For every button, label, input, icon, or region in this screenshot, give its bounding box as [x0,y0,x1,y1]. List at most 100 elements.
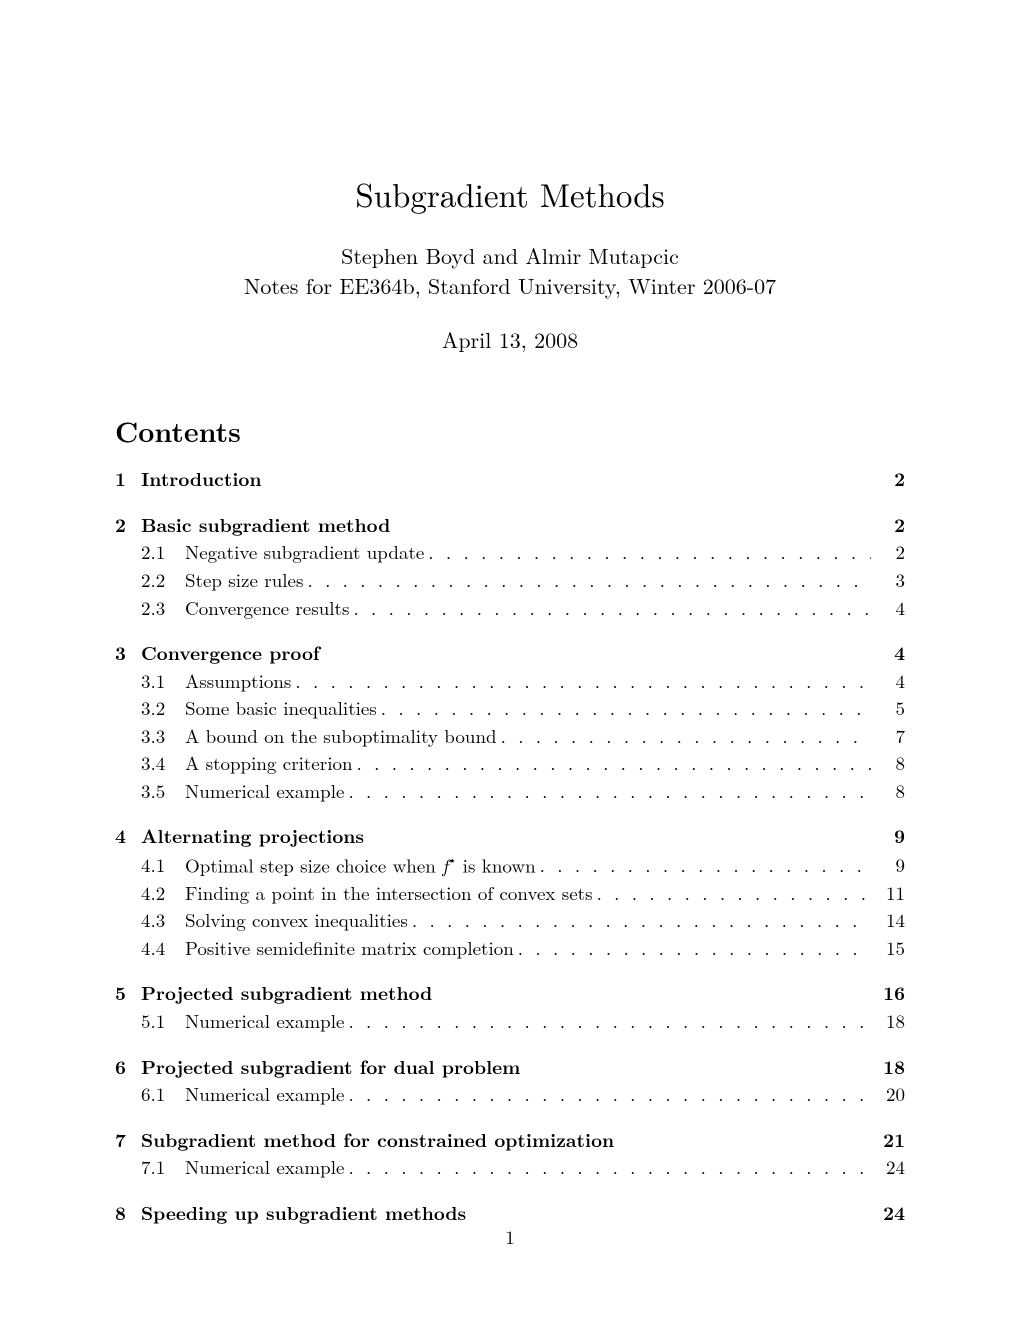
toc-subsection-title: Convergence results [185,594,349,622]
toc-leader-dots [295,667,871,695]
toc-subsection-number: 3.1 [141,667,185,695]
toc-subsection-line: 2.1Negative subgradient update 2 [115,538,905,566]
toc-section-page: 16 [875,979,905,1007]
toc-subsection-line: 2.3Convergence results4 [115,594,905,622]
toc-subsection-number: 3.5 [141,777,185,805]
toc-section-page: 21 [875,1126,905,1154]
toc-subsection-title: Positive semidefinite matrix completion [185,934,514,962]
toc-subsection-line: 3.3A bound on the suboptimality bound 7 [115,722,905,750]
document-date: April 13, 2008 [115,324,905,355]
toc-subsection-number: 2.3 [141,594,185,622]
toc-section-line: 1Introduction 2 [115,465,905,493]
toc-subsection-number: 3.4 [141,749,185,777]
toc-section-page: 9 [875,822,905,850]
toc-section: 4Alternating projections 94.1Optimal step… [115,822,905,961]
toc-subsection-title: Numerical example [185,1153,344,1181]
toc-subsection-number: 2.2 [141,566,185,594]
toc-subsection-title: Numerical example [185,777,344,805]
toc-subsection-line: 7.1Numerical example 24 [115,1153,905,1181]
toc-leader-dots [353,594,871,622]
toc-subsection-number: 2.1 [141,538,185,566]
toc-section-number: 1 [115,465,141,493]
toc-section-page: 2 [875,465,905,493]
toc-leader-dots [348,1153,871,1181]
toc-section-number: 3 [115,639,141,667]
toc-subsection-title: Numerical example [185,1007,344,1035]
toc-subsection-number: 3.2 [141,694,185,722]
toc-leader-dots [412,906,871,934]
toc-section: 1Introduction 2 [115,465,905,493]
toc-subsection-line: 3.1Assumptions 4 [115,667,905,695]
toc-leader-dots [428,538,871,566]
authors-block: Stephen Boyd and Almir Mutapcic Notes fo… [115,241,905,300]
toc-section-title: Convergence proof [141,639,320,667]
toc-section-title: Subgradient method for constrained optim… [141,1126,614,1154]
toc-section-line: 4Alternating projections 9 [115,822,905,850]
toc-section-number: 2 [115,511,141,539]
toc-subsection-title: Numerical example [185,1080,344,1108]
toc-subsection-title: Some basic inequalities [185,694,377,722]
toc-section: 3Convergence proof43.1Assumptions43.2Som… [115,639,905,804]
toc-section-line: 5Projected subgradient method 16 [115,979,905,1007]
page: Subgradient Methods Stephen Boyd and Alm… [0,0,1020,1320]
toc-section: 5Projected subgradient method165.1Numeri… [115,979,905,1034]
toc-subsection-page: 4 [875,667,905,695]
toc-subsection-title: Finding a point in the intersection of c… [185,879,593,907]
toc-subsection-line: 5.1Numerical example18 [115,1007,905,1035]
toc-subsection-title: A bound on the suboptimality bound [185,722,497,750]
document-title: Subgradient Methods [115,170,905,217]
authors-line-1: Stephen Boyd and Almir Mutapcic [341,240,679,271]
toc-subsection-line: 4.2Finding a point in the intersection o… [115,879,905,907]
toc-subsection-line: 6.1Numerical example20 [115,1080,905,1108]
toc-subsection-number: 5.1 [141,1007,185,1035]
toc-leader-dots [597,879,871,907]
toc-section-title: Projected subgradient for dual problem [141,1053,520,1081]
toc-section-number: 7 [115,1126,141,1154]
toc-section-title: Projected subgradient method [141,979,432,1007]
page-number: 1 [0,1223,1020,1250]
toc-subsection-title: Assumptions [185,667,291,695]
toc-subsection-page: 3 [875,566,905,594]
toc-section: 7Subgradient method for constrained opti… [115,1126,905,1181]
toc-section-title: Basic subgradient method [141,511,390,539]
toc-subsection-page: 7 [875,722,905,750]
toc-subsection-page: 20 [875,1080,905,1108]
toc-section-line: 3Convergence proof 4 [115,639,905,667]
toc-leader-dots [307,566,871,594]
toc-subsection-number: 3.3 [141,722,185,750]
toc-leader-dots [381,694,871,722]
toc-subsection-page: 15 [875,934,905,962]
toc-subsection-title: Negative subgradient update [185,538,424,566]
toc-subsection-number: 7.1 [141,1153,185,1181]
toc-subsection-title: Step size rules [185,566,303,594]
toc-subsection-line: 4.4Positive semidefinite matrix completi… [115,934,905,962]
toc-section: 2Basic subgradient method22.1Negative su… [115,511,905,621]
toc-subsection-line: 3.2Some basic inequalities 5 [115,694,905,722]
toc-leader-dots [348,777,871,805]
toc-section-line: 2Basic subgradient method2 [115,511,905,539]
toc-subsection-page: 5 [875,694,905,722]
toc-subsection-page: 2 [875,538,905,566]
toc-leader-dots [348,1007,871,1035]
toc-subsection-page: 8 [875,749,905,777]
toc-subsection-title: A stopping criterion [185,749,353,777]
toc-subsection-number: 4.4 [141,934,185,962]
toc-section-page: 4 [875,639,905,667]
toc-subsection-number: 4.3 [141,906,185,934]
toc-subsection-page: 9 [875,851,905,879]
toc-subsection-title: Solving convex inequalities [185,906,408,934]
contents-heading: Contents [115,411,905,451]
toc-section-title: Introduction [141,465,261,493]
toc-section-number: 4 [115,822,141,850]
toc-subsection-page: 14 [875,906,905,934]
toc-leader-dots [540,851,871,879]
toc-leader-dots [501,722,871,750]
toc-section-title: Alternating projections [141,822,364,850]
toc-section-number: 6 [115,1053,141,1081]
table-of-contents: 1Introduction22Basic subgradient method2… [115,465,905,1226]
toc-section-page: 18 [875,1053,905,1081]
toc-subsection-page: 24 [875,1153,905,1181]
toc-section-number: 5 [115,979,141,1007]
toc-subsection-line: 4.1Optimal step size choice when f⋆ is k… [115,850,905,879]
toc-leader-dots [357,749,871,777]
